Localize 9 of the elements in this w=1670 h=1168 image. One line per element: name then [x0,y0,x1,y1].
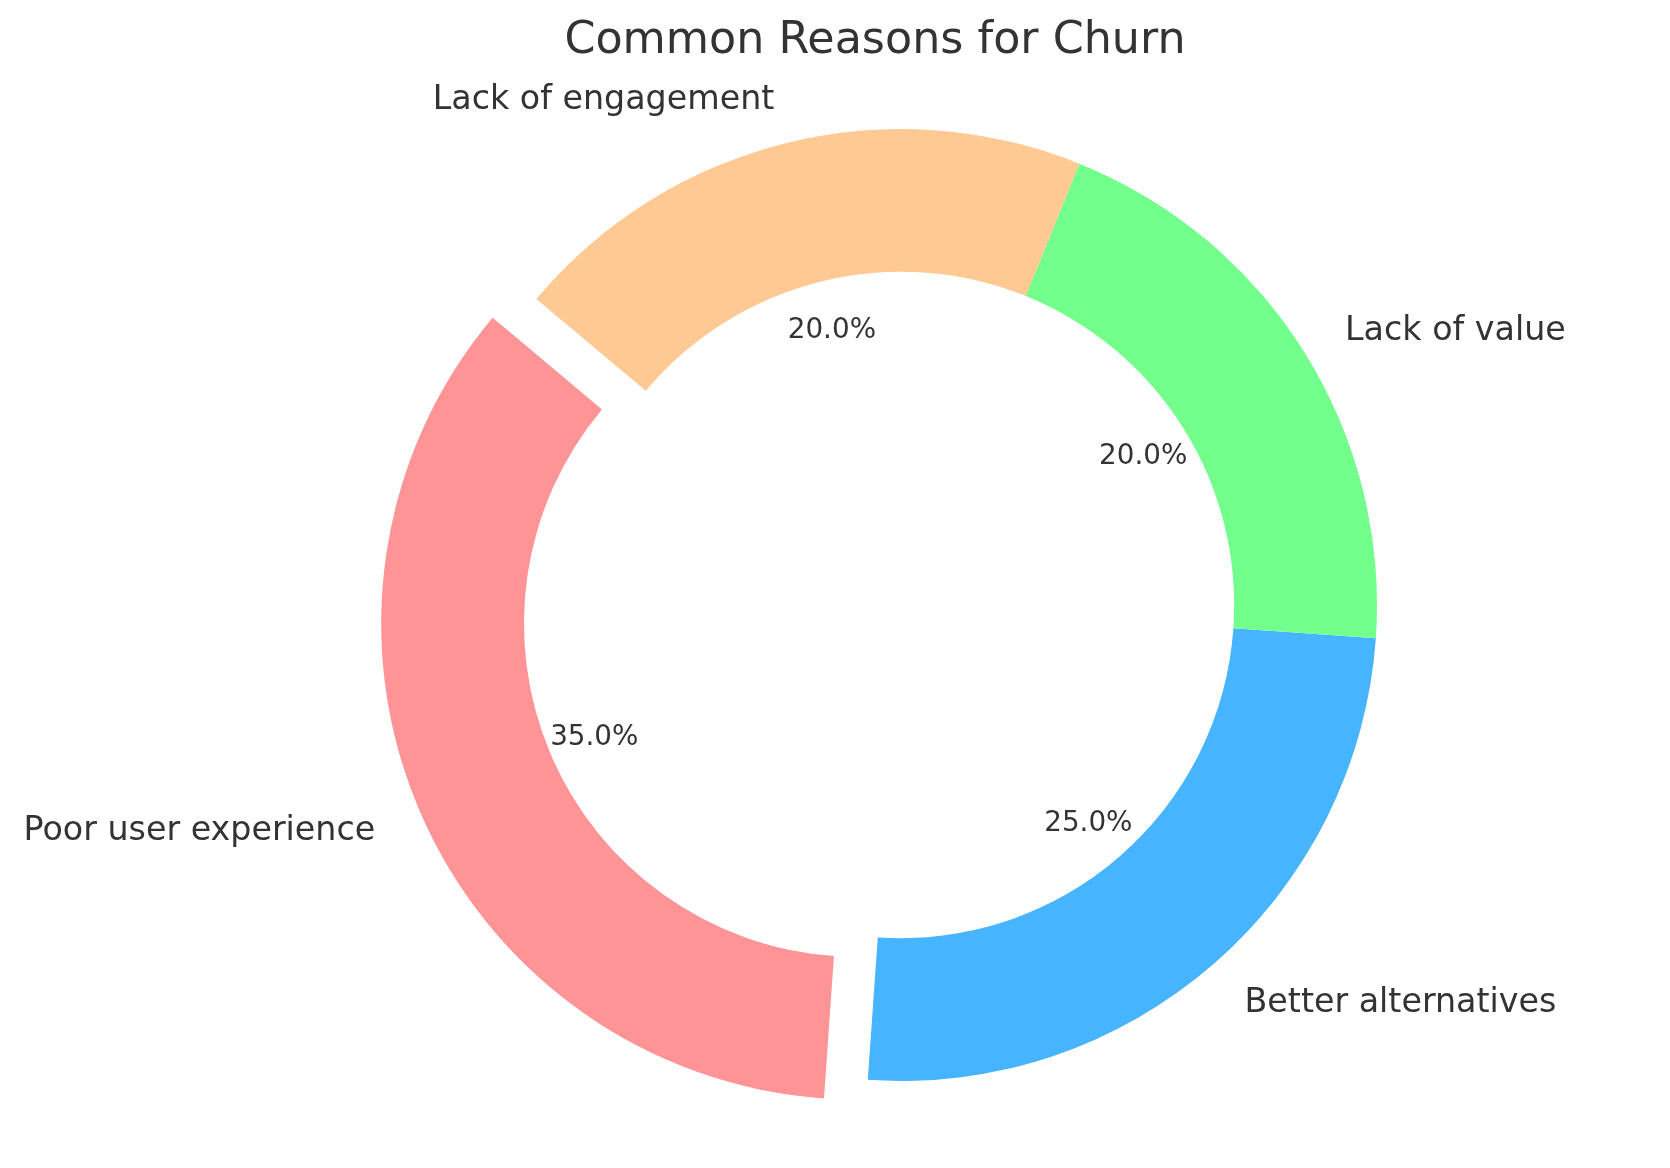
slice-label: Lack of value [1345,308,1566,348]
data-label: 35.0% [550,718,639,752]
data-label: 25.0% [1044,804,1133,838]
data-label: 20.0% [787,311,877,345]
slice-label: Lack of engagement [432,77,775,117]
slice-label: Better alternatives [1244,980,1557,1020]
data-label: 20.0% [1099,437,1188,471]
slice-label: Poor user experience [23,808,376,848]
chart-title: Common Reasons for Churn [563,12,1187,63]
